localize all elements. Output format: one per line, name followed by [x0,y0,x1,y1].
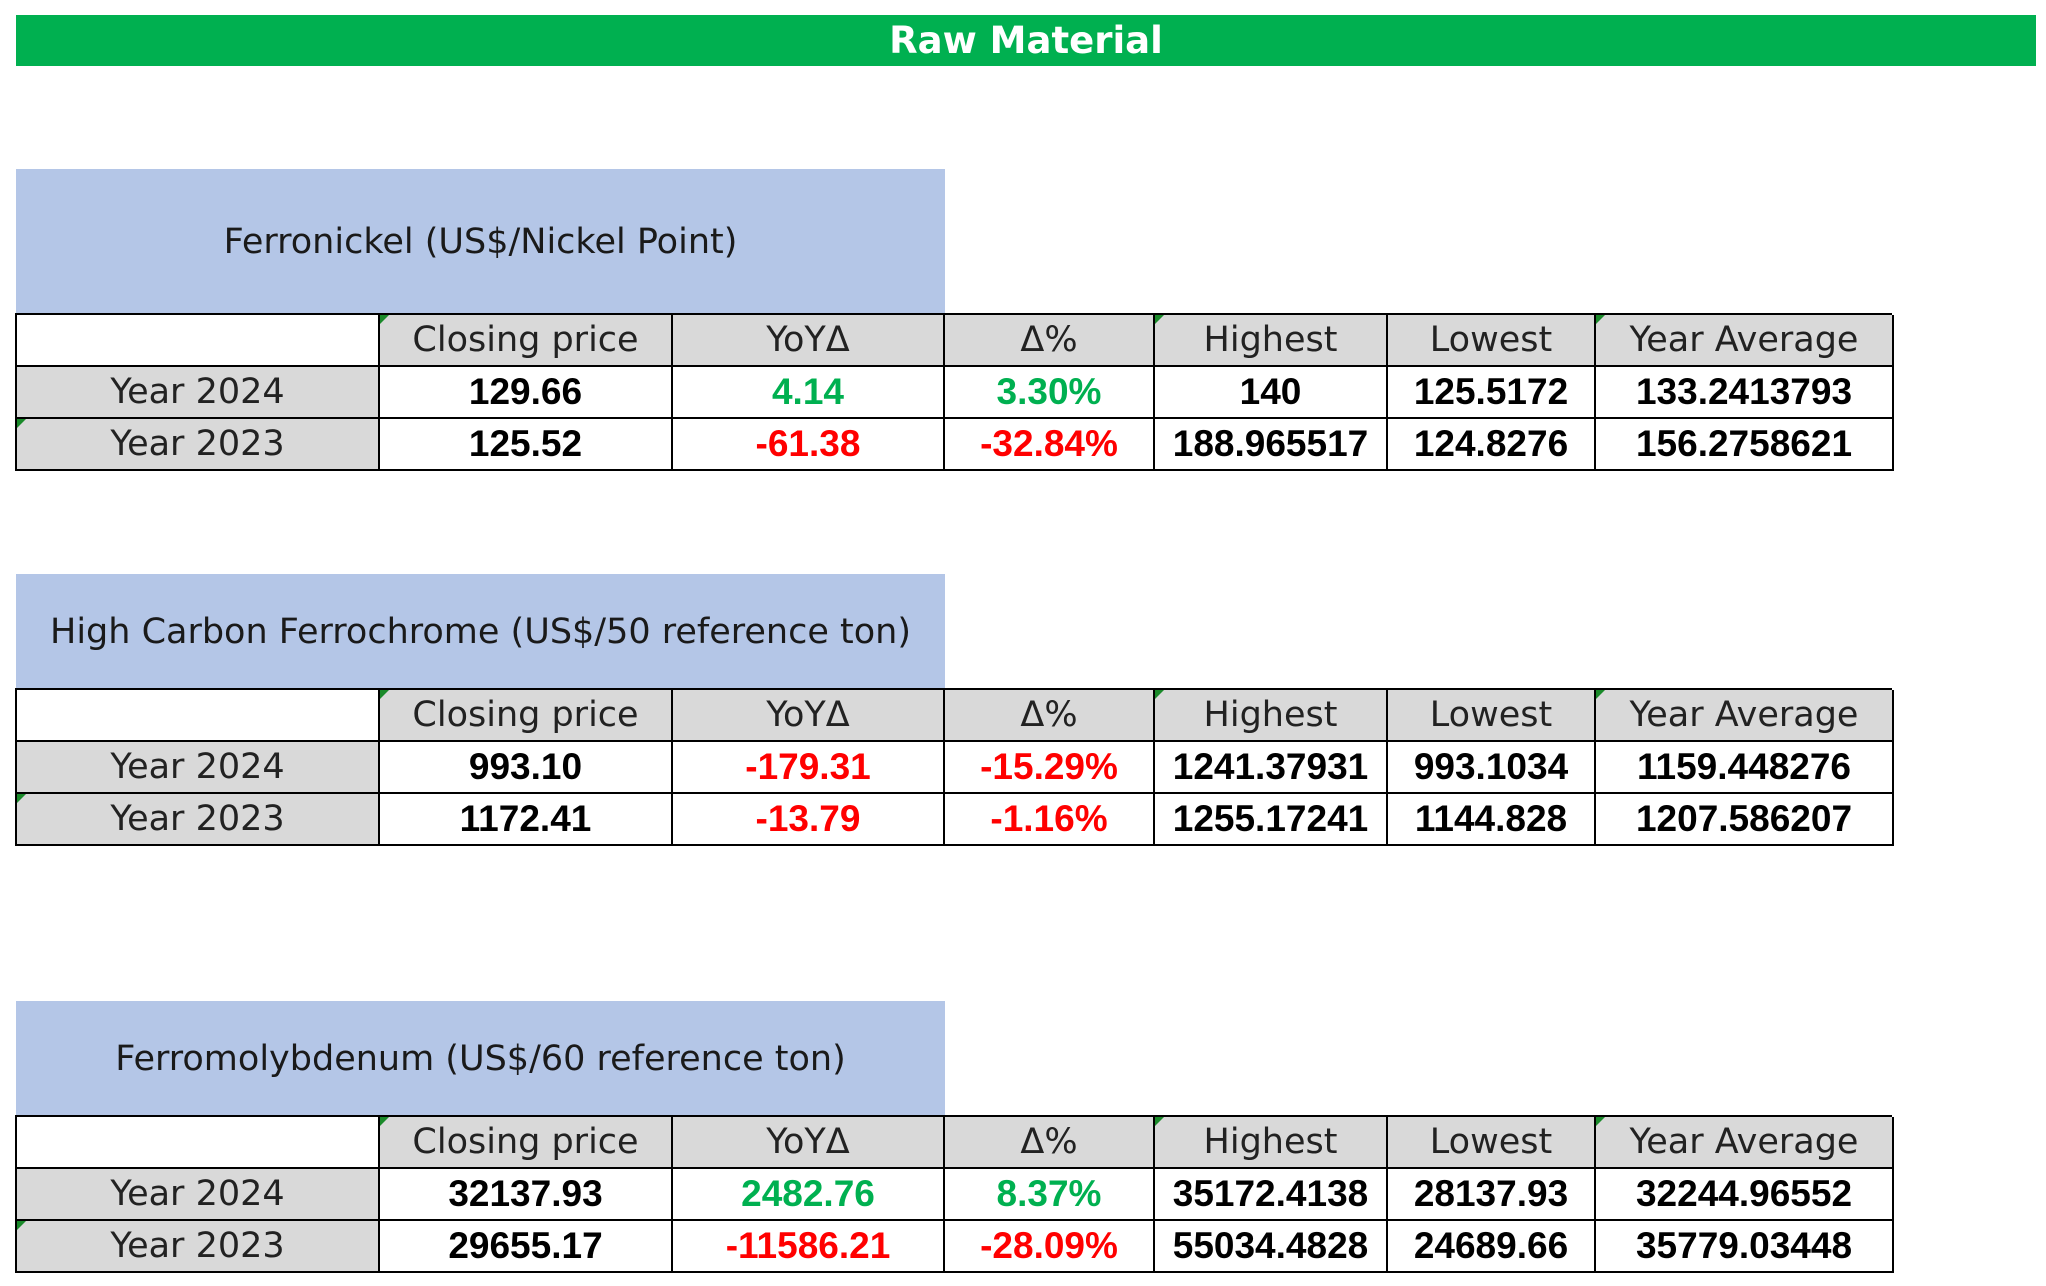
header-yoy: YoYΔ [673,690,945,742]
header-highest: Highest [1155,1117,1388,1169]
yoy-2023: -13.79 [673,794,945,846]
average-2023: 1207.586207 [1596,794,1894,846]
average-2024: 1159.448276 [1596,742,1894,794]
header-lowest: Lowest [1388,690,1596,742]
header-closing-price: Closing price [380,315,673,367]
yoy-2023: -61.38 [673,419,945,471]
header-yoy: YoYΔ [673,315,945,367]
header-yoy: YoYΔ [673,1117,945,1169]
row-label-2024: Year 2024 [17,1169,380,1221]
pct-2024: -15.29% [945,742,1155,794]
closing-2023: 125.52 [380,419,673,471]
closing-2023: 1172.41 [380,794,673,846]
pct-2023: -1.16% [945,794,1155,846]
header-corner [17,315,380,367]
highest-2024: 35172.4138 [1155,1169,1388,1221]
row-label-2023: Year 2023 [17,794,380,846]
pct-2023: -32.84% [945,419,1155,471]
header-lowest: Lowest [1388,1117,1596,1169]
closing-2024: 32137.93 [380,1169,673,1221]
row-label-2024: Year 2024 [17,367,380,419]
header-year-average: Year Average [1596,690,1894,742]
page-banner: Raw Material [16,15,2036,66]
highest-2024: 1241.37931 [1155,742,1388,794]
header-pct: Δ% [945,315,1155,367]
header-pct: Δ% [945,690,1155,742]
table-title: Ferronickel (US$/Nickel Point) [16,169,945,314]
price-grid: Closing price YoYΔ Δ% Highest Lowest Yea… [15,313,1894,471]
highest-2023: 1255.17241 [1155,794,1388,846]
highest-2024: 140 [1155,367,1388,419]
row-label-2023: Year 2023 [17,419,380,471]
header-highest: Highest [1155,690,1388,742]
price-grid: Closing price YoYΔ Δ% Highest Lowest Yea… [15,1115,1894,1273]
average-2024: 32244.96552 [1596,1169,1894,1221]
lowest-2024: 993.1034 [1388,742,1596,794]
highest-2023: 188.965517 [1155,419,1388,471]
row-label-2023: Year 2023 [17,1221,380,1273]
table-title: Ferromolybdenum (US$/60 reference ton) [16,1001,945,1116]
lowest-2023: 1144.828 [1388,794,1596,846]
yoy-2024: 2482.76 [673,1169,945,1221]
yoy-2023: -11586.21 [673,1221,945,1273]
lowest-2024: 125.5172 [1388,367,1596,419]
price-grid: Closing price YoYΔ Δ% Highest Lowest Yea… [15,688,1894,846]
yoy-2024: -179.31 [673,742,945,794]
table-title: High Carbon Ferrochrome (US$/50 referenc… [16,574,945,689]
header-year-average: Year Average [1596,1117,1894,1169]
highest-2023: 55034.4828 [1155,1221,1388,1273]
lowest-2024: 28137.93 [1388,1169,1596,1221]
closing-2023: 29655.17 [380,1221,673,1273]
lowest-2023: 124.8276 [1388,419,1596,471]
closing-2024: 993.10 [380,742,673,794]
average-2023: 156.2758621 [1596,419,1894,471]
header-closing-price: Closing price [380,690,673,742]
row-label-2024: Year 2024 [17,742,380,794]
header-lowest: Lowest [1388,315,1596,367]
closing-2024: 129.66 [380,367,673,419]
average-2024: 133.2413793 [1596,367,1894,419]
header-closing-price: Closing price [380,1117,673,1169]
lowest-2023: 24689.66 [1388,1221,1596,1273]
header-corner [17,690,380,742]
average-2023: 35779.03448 [1596,1221,1894,1273]
pct-2024: 8.37% [945,1169,1155,1221]
yoy-2024: 4.14 [673,367,945,419]
header-corner [17,1117,380,1169]
pct-2023: -28.09% [945,1221,1155,1273]
header-pct: Δ% [945,1117,1155,1169]
header-highest: Highest [1155,315,1388,367]
pct-2024: 3.30% [945,367,1155,419]
header-year-average: Year Average [1596,315,1894,367]
